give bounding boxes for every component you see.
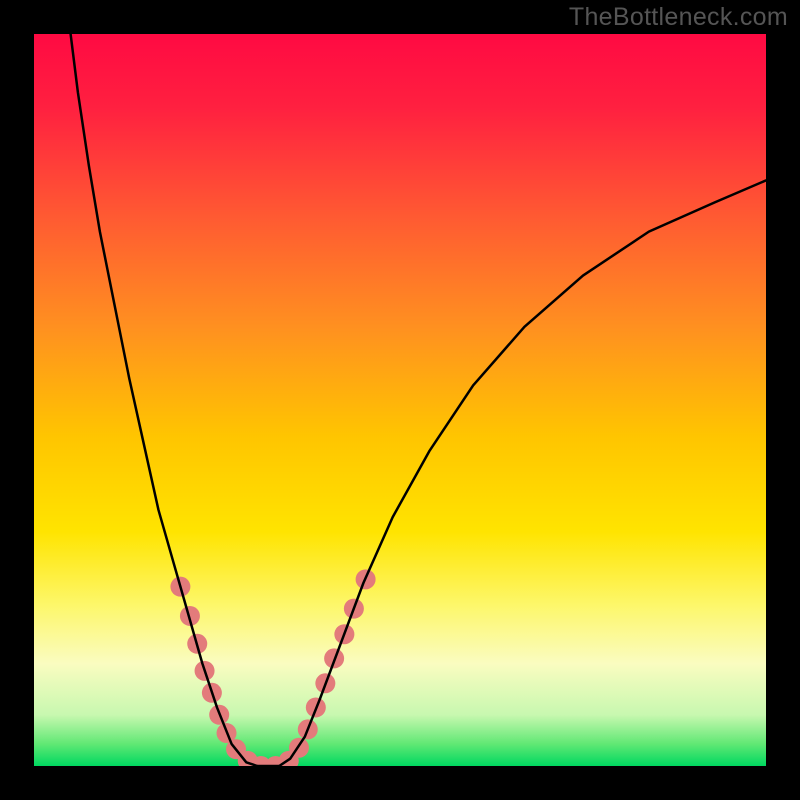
bottleneck-chart xyxy=(0,0,800,800)
chart-background-gradient xyxy=(34,34,766,766)
chart-container: TheBottleneck.com xyxy=(0,0,800,800)
watermark-text: TheBottleneck.com xyxy=(569,3,788,32)
